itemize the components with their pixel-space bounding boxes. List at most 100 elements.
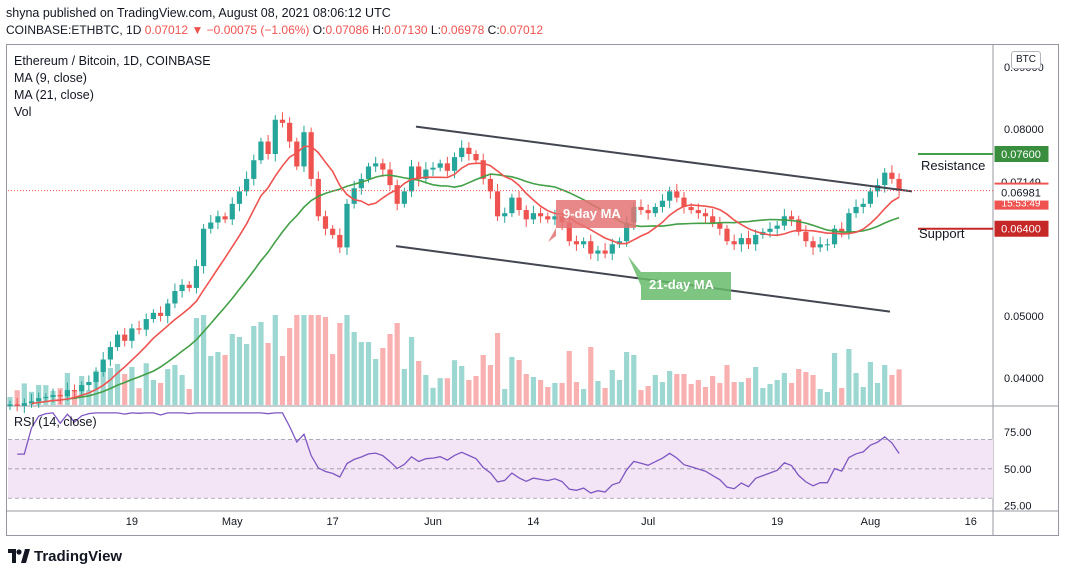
- volume-bar: [774, 380, 780, 405]
- y-tick-label-2: 0.05000: [1004, 311, 1044, 323]
- volume-bar: [595, 381, 601, 405]
- candle-body: [50, 395, 56, 397]
- volume-bar: [803, 372, 809, 405]
- candle-body: [294, 141, 300, 167]
- candle-body: [272, 119, 278, 154]
- candle-body: [796, 219, 802, 232]
- volume-bar: [401, 369, 407, 405]
- volume-bar: [466, 380, 472, 405]
- volume-bar: [294, 315, 300, 405]
- currency-button[interactable]: BTC: [1011, 51, 1041, 69]
- candle-body: [803, 231, 809, 242]
- candle-body: [451, 157, 458, 171]
- rsi-line: [17, 412, 900, 494]
- volume-bar: [444, 378, 450, 405]
- candle-body: [315, 178, 321, 217]
- ma9-line: [31, 145, 900, 405]
- candle-body: [21, 403, 27, 406]
- volume-bar: [107, 368, 113, 405]
- candle-body: [258, 141, 264, 161]
- candle-body: [817, 244, 823, 248]
- volume-bar: [867, 362, 873, 405]
- candle-body: [530, 213, 537, 220]
- candle-body: [860, 203, 866, 207]
- open-label: O:: [312, 23, 326, 37]
- volume-bar: [487, 365, 493, 405]
- legend-title: Ethereum / Bitcoin, 1D, COINBASE: [14, 54, 211, 68]
- candle-body: [831, 228, 838, 245]
- x-tick-label-4: 14: [527, 516, 539, 528]
- candle-body: [444, 163, 450, 171]
- channel-upper-line: [415, 125, 913, 193]
- footer: TradingView: [8, 544, 122, 568]
- price-label-bg: [994, 145, 1049, 162]
- ma21-annotation: 21-day MA: [649, 277, 715, 292]
- volume-bar: [287, 328, 293, 405]
- volume-bar: [358, 342, 364, 405]
- y-tick-label-1: 0.08000: [1004, 124, 1044, 136]
- volume-bar: [810, 375, 816, 405]
- candle-body: [14, 404, 20, 406]
- volume-bar: [215, 352, 221, 405]
- volume-bar: [186, 389, 192, 405]
- volume-bar: [208, 356, 214, 405]
- volume-bar: [193, 318, 200, 405]
- candle-body: [64, 390, 70, 397]
- rsi-tick-label-1: 50.00: [1004, 464, 1032, 476]
- volume-bar: [638, 390, 644, 405]
- volume-bar: [781, 373, 787, 405]
- candle-body: [229, 203, 235, 220]
- volume-bar: [200, 315, 207, 405]
- price-label-text: 0.06981: [1001, 188, 1041, 200]
- candle-body: [487, 178, 493, 192]
- candle-body: [889, 172, 895, 179]
- legend-ma9: MA (9, close): [14, 71, 87, 85]
- candle-body: [222, 216, 228, 220]
- candle-body: [638, 206, 644, 211]
- candle-body: [79, 385, 85, 392]
- volume-bar: [437, 378, 443, 405]
- x-tick-label-7: Aug: [861, 516, 881, 528]
- candle-body: [265, 141, 271, 154]
- volume-bar: [394, 323, 400, 405]
- candle-body: [595, 250, 601, 254]
- volume-bar: [717, 383, 723, 405]
- volume-bar: [459, 366, 465, 405]
- volume-bar: [645, 386, 651, 405]
- candle-body: [652, 206, 658, 214]
- change: −0.00075 (−1.06%): [206, 23, 310, 37]
- volume-bar: [695, 380, 701, 405]
- candle-body: [502, 213, 508, 217]
- candle-body: [745, 238, 752, 245]
- candle-body: [724, 228, 730, 242]
- candle-body: [114, 334, 121, 348]
- volume-bar: [408, 337, 415, 405]
- x-tick-label-5: Jul: [641, 516, 655, 528]
- volume-bar: [659, 382, 666, 405]
- rsi-tick-label-2: 25.00: [1004, 501, 1032, 513]
- candle-body: [287, 122, 293, 142]
- volume-bar: [272, 315, 278, 405]
- candle-body: [165, 303, 171, 316]
- volume-bar: [745, 378, 752, 405]
- price-label-3: 0.06981: [994, 184, 1049, 201]
- volume-bar: [652, 375, 658, 405]
- ma9-callout: [548, 200, 636, 242]
- tradingview-logo-icon: [8, 549, 30, 563]
- chart-frame[interactable]: [6, 44, 1059, 536]
- candle-body: [330, 228, 336, 235]
- candle-body: [710, 216, 716, 223]
- candle-body: [523, 210, 529, 220]
- volume-bar: [753, 367, 759, 405]
- volume-bar: [179, 375, 185, 405]
- volume-bar: [882, 365, 888, 405]
- volume-bar: [502, 389, 508, 405]
- volume-bar: [373, 359, 379, 405]
- candle-body: [351, 188, 357, 204]
- volume-bars: [7, 315, 902, 405]
- volume-bar: [150, 380, 156, 405]
- price-label-4: 0.06400: [994, 220, 1049, 237]
- volume-bar: [788, 383, 795, 405]
- candle-body: [609, 244, 615, 254]
